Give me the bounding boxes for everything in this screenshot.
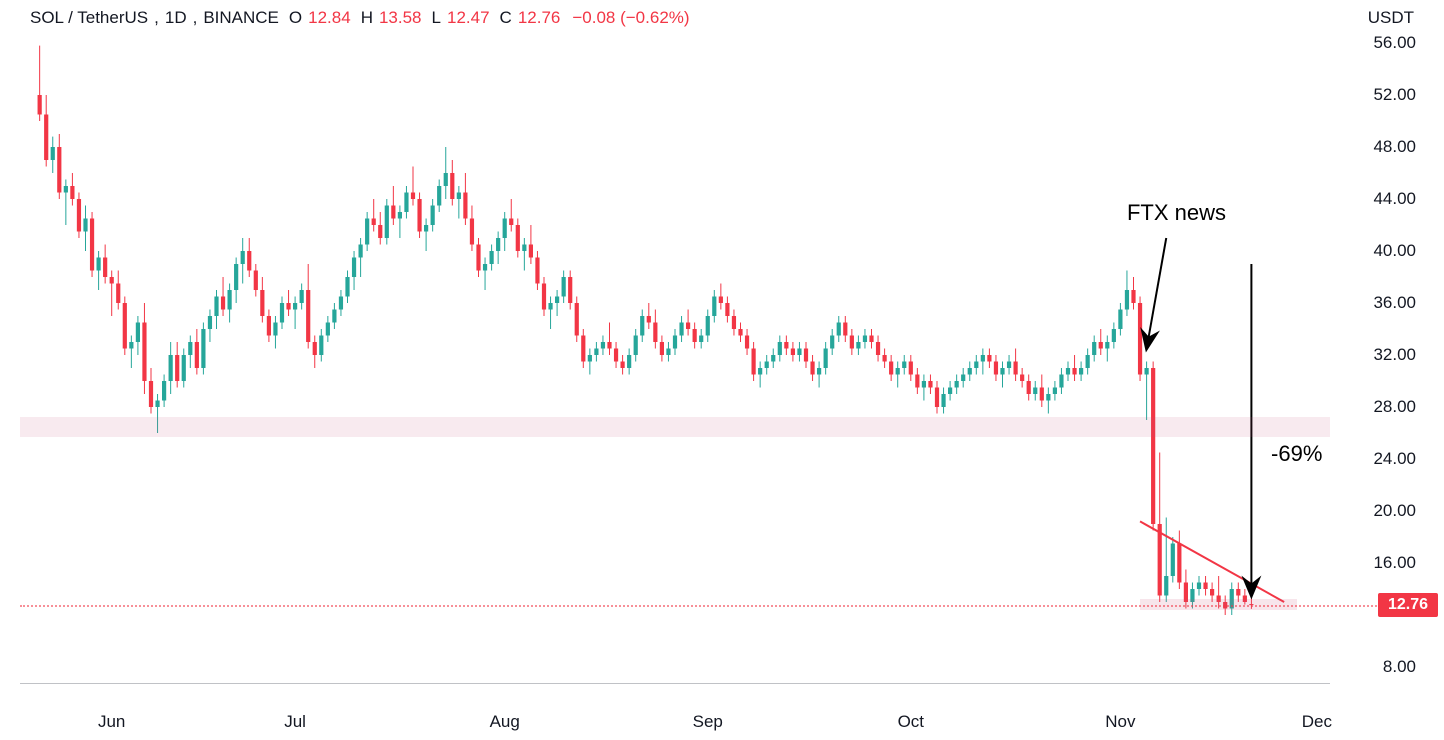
ohlc-c-label: C: [500, 8, 512, 28]
x-tick-label: Sep: [693, 712, 723, 732]
interval-label[interactable]: 1D: [165, 8, 187, 28]
y-tick-label: 56.00: [1373, 33, 1416, 53]
y-axis-title: USDT: [1368, 8, 1414, 28]
y-tick-label: 52.00: [1373, 85, 1416, 105]
last-price-line: [20, 605, 1420, 607]
support-zone: [20, 417, 1330, 437]
y-tick-label: 28.00: [1373, 397, 1416, 417]
annotation-ftx-news: FTX news: [1127, 200, 1226, 226]
ohlc-o-value: 12.84: [308, 8, 351, 28]
x-tick-label: Oct: [898, 712, 924, 732]
annotation-drop-pct: -69%: [1271, 441, 1322, 467]
x-tick-label: Dec: [1302, 712, 1332, 732]
y-tick-label: 24.00: [1373, 449, 1416, 469]
ohlc-l-label: L: [432, 8, 441, 28]
x-tick-label: Jun: [98, 712, 125, 732]
chart-header: SOL / TetherUS , 1D , BINANCE O 12.84 H 13…: [30, 8, 690, 28]
exchange-label: BINANCE: [203, 8, 279, 28]
y-tick-label: 8.00: [1383, 657, 1416, 677]
y-tick-label: 32.00: [1373, 345, 1416, 365]
separator: ,: [154, 8, 159, 28]
ohlc-h-value: 13.58: [379, 8, 422, 28]
change-label: −0.08 (−0.62%): [572, 8, 689, 28]
annotation-layer: [20, 30, 1330, 680]
x-tick-label: Jul: [284, 712, 306, 732]
y-tick-label: 44.00: [1373, 189, 1416, 209]
last-price-tag: 12.76: [1378, 593, 1438, 617]
ohlc-l-value: 12.47: [447, 8, 490, 28]
y-tick-label: 48.00: [1373, 137, 1416, 157]
x-tick-label: Aug: [490, 712, 520, 732]
y-tick-label: 36.00: [1373, 293, 1416, 313]
y-tick-label: 16.00: [1373, 553, 1416, 573]
y-tick-label: 20.00: [1373, 501, 1416, 521]
separator: ,: [193, 8, 198, 28]
ohlc-h-label: H: [361, 8, 373, 28]
x-tick-label: Nov: [1105, 712, 1135, 732]
symbol-label[interactable]: SOL / TetherUS: [30, 8, 148, 28]
ohlc-c-value: 12.76: [518, 8, 561, 28]
y-tick-label: 40.00: [1373, 241, 1416, 261]
chart-area[interactable]: [20, 30, 1330, 680]
ohlc-o-label: O: [289, 8, 302, 28]
x-axis-line: [20, 683, 1330, 684]
